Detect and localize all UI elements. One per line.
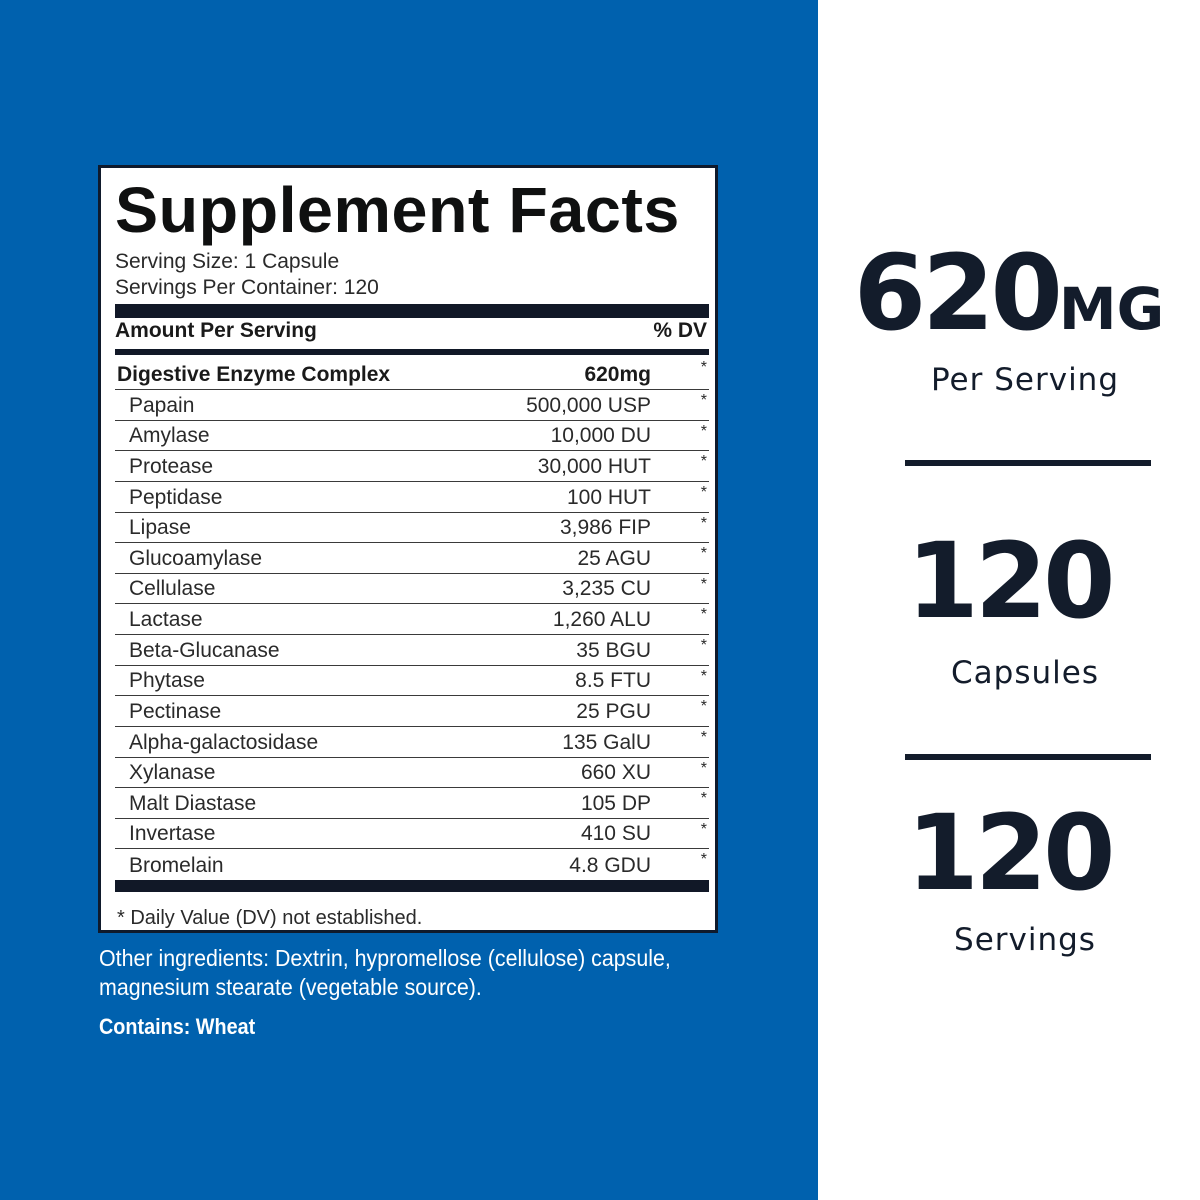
ingredient-name: Malt Diastase (129, 791, 257, 815)
ingredient-amount: 8.5 FTU (575, 669, 651, 693)
ingredient-name: Protease (129, 454, 214, 478)
table-row: Alpha-galactosidase 135 GalU * (115, 727, 709, 758)
table-row: Bromelain 4.8 GDU * (115, 849, 709, 880)
ingredient-name: Phytase (129, 669, 205, 693)
stat-capsules-label: Capsules (951, 655, 1099, 691)
ingredient-dv: * (700, 359, 707, 376)
servings-per-container: Servings Per Container: 120 (115, 276, 379, 299)
table-row: Cellulase 3,235 CU * (115, 574, 709, 605)
dv-header-label: % DV (653, 319, 707, 342)
ingredient-name: Alpha-galactosidase (129, 730, 319, 754)
ingredient-amount: 25 AGU (577, 546, 651, 570)
ingredient-name: Papain (129, 393, 195, 417)
ingredient-dv: * (700, 698, 707, 716)
stat-number: 620 (853, 232, 1063, 354)
allergen-contains-text: Contains: Wheat (99, 1014, 256, 1039)
ingredient-name: Pectinase (129, 699, 222, 723)
stat-capsules-value: 120 (818, 520, 1200, 642)
stat-divider (905, 460, 1151, 466)
ingredient-dv: * (700, 851, 707, 869)
ingredient-name: Lipase (129, 516, 191, 540)
ingredient-amount: 3,986 FIP (559, 516, 651, 540)
stat-servings-value: 120 (818, 792, 1200, 914)
ingredient-amount: 500,000 USP (526, 393, 651, 417)
ingredient-dv: * (700, 392, 707, 409)
ingredient-dv: * (700, 422, 707, 440)
table-row: Pectinase 25 PGU * (115, 696, 709, 727)
table-row: Protease 30,000 HUT * (115, 451, 709, 482)
ingredient-name: Peptidase (129, 485, 223, 509)
table-row: Invertase 410 SU * (115, 819, 709, 850)
ingredient-name: Amylase (129, 424, 210, 448)
stat-number: 120 (906, 520, 1115, 642)
table-row: Peptidase 100 HUT * (115, 482, 709, 513)
ingredient-name: Digestive Enzyme Complex (117, 363, 391, 386)
medium-divider (115, 349, 709, 355)
ingredient-dv: * (700, 790, 707, 808)
ingredient-amount: 100 HUT (566, 485, 651, 509)
bottom-thick-divider (115, 880, 709, 892)
stat-number: 120 (906, 792, 1115, 914)
stat-servings-label: Servings (954, 922, 1096, 958)
stat-divider (905, 754, 1151, 760)
table-row: Papain 500,000 USP * (115, 390, 709, 421)
ingredient-amount: 410 SU (580, 822, 651, 846)
ingredient-name: Invertase (129, 822, 216, 846)
ingredient-name: Glucoamylase (129, 546, 263, 570)
ingredient-amount: 105 DP (580, 791, 651, 815)
stat-per-serving-label: Per Serving (930, 362, 1120, 398)
ingredient-name: Xylanase (129, 761, 216, 785)
serving-size: Serving Size: 1 Capsule (115, 250, 340, 273)
supplement-facts-panel: Supplement Facts Serving Size: 1 Capsule… (98, 165, 718, 933)
ingredient-dv: * (700, 514, 707, 532)
ingredient-dv: * (700, 575, 707, 593)
table-row-main: Digestive Enzyme Complex 620mg * (115, 357, 709, 390)
ingredient-dv: * (700, 453, 707, 471)
ingredient-dv: * (700, 820, 707, 838)
dv-footnote: * Daily Value (DV) not established. (117, 907, 423, 929)
ingredient-amount: 660 XU (580, 761, 651, 785)
stat-per-serving-value: 620MG (818, 232, 1200, 354)
stat-unit: MG (1058, 275, 1165, 343)
table-row: Xylanase 660 XU * (115, 758, 709, 789)
ingredient-amount: 25 PGU (576, 699, 651, 723)
ingredient-dv: * (700, 759, 707, 777)
ingredient-dv: * (700, 483, 707, 501)
ingredient-amount: 10,000 DU (550, 424, 651, 448)
table-row: Phytase 8.5 FTU * (115, 666, 709, 697)
ingredient-amount: 135 GalU (562, 730, 651, 754)
thick-divider (115, 304, 709, 318)
table-row: Lipase 3,986 FIP * (115, 513, 709, 544)
ingredient-name: Bromelain (129, 854, 224, 877)
table-row: Glucoamylase 25 AGU * (115, 543, 709, 574)
ingredient-amount: 620mg (584, 363, 651, 386)
ingredient-amount: 30,000 HUT (537, 454, 651, 478)
ingredient-amount: 35 BGU (576, 638, 651, 662)
ingredient-dv: * (700, 728, 707, 746)
table-row: Malt Diastase 105 DP * (115, 788, 709, 819)
amount-per-serving-label: Amount Per Serving (115, 319, 317, 342)
ingredient-amount: 4.8 GDU (569, 854, 651, 877)
ingredient-name: Cellulase (129, 577, 216, 601)
other-ingredients-text: Other ingredients: Dextrin, hypromellose… (99, 945, 671, 1000)
ingredient-dv: * (700, 545, 707, 563)
ingredient-amount: 3,235 CU (562, 577, 651, 601)
table-row: Amylase 10,000 DU * (115, 421, 709, 452)
ingredient-dv: * (700, 667, 707, 685)
table-row: Beta-Glucanase 35 BGU * (115, 635, 709, 666)
ingredient-name: Lactase (129, 608, 203, 631)
table-row: Lactase 1,260 ALU * (115, 604, 709, 635)
facts-title: Supplement Facts (115, 174, 680, 246)
ingredient-dv: * (700, 606, 707, 624)
ingredient-name: Beta-Glucanase (129, 638, 280, 662)
ingredient-dv: * (700, 637, 707, 654)
ingredient-amount: 1,260 ALU (552, 608, 651, 631)
